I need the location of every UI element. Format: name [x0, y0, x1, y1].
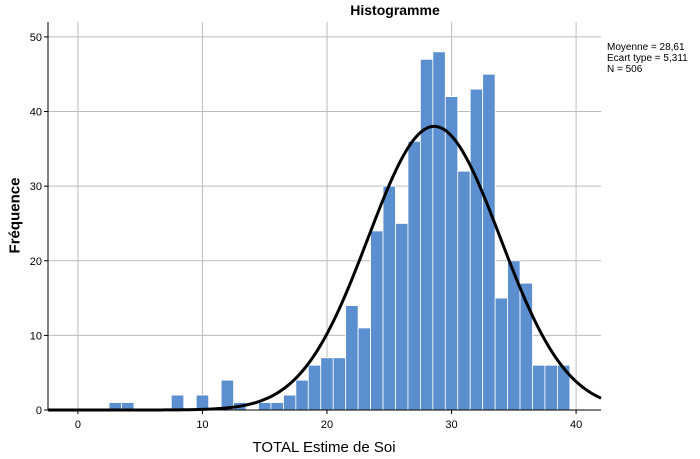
histogram-bar — [395, 223, 409, 411]
histogram-bar — [258, 402, 272, 411]
y-tick-label: 50 — [30, 32, 42, 44]
y-tick-label: 10 — [30, 330, 42, 342]
histogram-bar — [307, 364, 322, 411]
histogram-bar — [170, 394, 185, 411]
y-tick-label: 0 — [36, 405, 42, 417]
histogram-bar — [457, 170, 471, 411]
x-tick-label: 0 — [75, 419, 81, 431]
stats-box: Moyenne = 28,61 Ecart type = 5,311 N = 5… — [607, 42, 688, 75]
histogram-bar — [420, 58, 434, 411]
stat-n: N = 506 — [607, 64, 643, 75]
histogram-bar — [370, 230, 384, 411]
stat-std-dev: Ecart type = 5,311 — [607, 53, 688, 64]
histogram-bar — [282, 394, 297, 411]
histogram-bar — [544, 364, 558, 411]
histogram-bar — [220, 379, 234, 411]
histogram-bar — [407, 140, 421, 411]
x-tick-label: 40 — [570, 419, 582, 431]
histogram-bar — [345, 305, 359, 411]
histogram-bar — [482, 73, 496, 411]
chart-title: Histogramme — [350, 2, 440, 18]
histogram-bar — [382, 185, 396, 411]
x-tick-label: 10 — [196, 419, 208, 431]
histogram-bar — [295, 379, 309, 411]
histogram-bar — [532, 364, 546, 411]
histogram-bar — [469, 88, 484, 411]
histogram-bar — [320, 357, 334, 411]
x-tick-label: 30 — [445, 419, 457, 431]
histogram-bar — [494, 297, 508, 411]
histogram-bar — [357, 327, 371, 411]
histogram-bar — [432, 51, 446, 411]
histogram-bar — [332, 357, 347, 411]
y-axis-label: Fréquence — [6, 177, 24, 254]
stat-mean: Moyenne = 28,61 — [607, 42, 685, 53]
histogram-bar — [270, 402, 284, 411]
y-tick-label: 30 — [30, 181, 42, 193]
y-tick-label: 20 — [30, 256, 42, 268]
y-tick-label: 40 — [30, 107, 42, 119]
x-tick-label: 20 — [321, 419, 333, 431]
x-axis-label: TOTAL Estime de Soi — [252, 439, 396, 456]
